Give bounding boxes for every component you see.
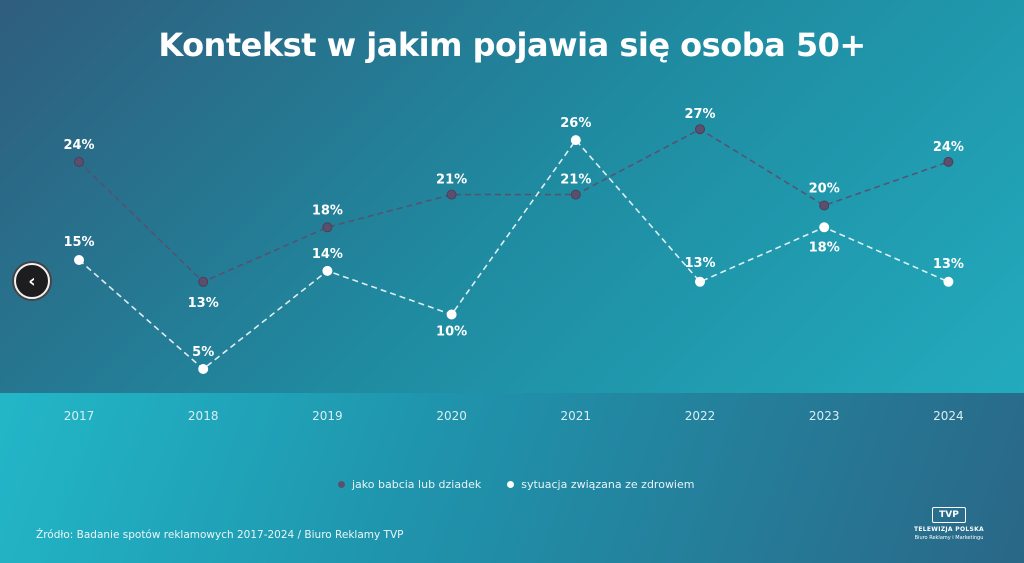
data-point bbox=[198, 276, 209, 287]
legend-label-grandparent: jako babcia lub dziadek bbox=[352, 478, 482, 491]
series-line bbox=[78, 128, 949, 283]
source-note: Źródło: Badanie spotów reklamowych 2017-… bbox=[36, 529, 404, 541]
x-tick-label: 2023 bbox=[809, 409, 840, 423]
data-point bbox=[570, 189, 581, 200]
data-label: 5% bbox=[192, 345, 214, 360]
data-label: 24% bbox=[63, 138, 94, 153]
data-label: 20% bbox=[809, 182, 840, 197]
data-label: 18% bbox=[809, 240, 840, 255]
legend-label-health: sytuacja związana ze zdrowiem bbox=[521, 478, 695, 491]
data-label: 18% bbox=[312, 203, 343, 218]
data-label: 21% bbox=[560, 173, 591, 188]
tvp-logo-line2: Biuro Reklamy i Marketingu bbox=[914, 535, 984, 541]
legend-item-health: sytuacja związana ze zdrowiem bbox=[507, 478, 694, 491]
data-point bbox=[198, 364, 209, 374]
data-label: 21% bbox=[436, 173, 467, 188]
x-tick-label: 2020 bbox=[436, 409, 467, 423]
data-label: 13% bbox=[188, 296, 219, 311]
legend-marker-grandparent bbox=[338, 481, 345, 488]
data-point bbox=[695, 124, 705, 135]
data-label: 15% bbox=[63, 235, 94, 250]
data-point bbox=[819, 200, 830, 211]
data-point bbox=[819, 222, 830, 233]
x-tick-label: 2018 bbox=[188, 409, 219, 423]
data-point bbox=[446, 309, 457, 320]
bottom-band bbox=[0, 393, 1024, 563]
tvp-logo-line1: TELEWIZJA POLSKA bbox=[913, 526, 984, 533]
data-label: 13% bbox=[933, 257, 964, 272]
chart-legend: jako babcia lub dziadek sytuacja związan… bbox=[338, 478, 694, 491]
x-tick-label: 2019 bbox=[312, 409, 343, 423]
data-point bbox=[322, 265, 333, 276]
data-point bbox=[943, 156, 954, 167]
data-point bbox=[446, 189, 457, 200]
chevron-left-icon: ‹ bbox=[28, 270, 36, 292]
x-tick-label: 2024 bbox=[933, 409, 964, 423]
data-label: 14% bbox=[312, 247, 343, 262]
data-label: 24% bbox=[933, 140, 964, 155]
data-point bbox=[74, 255, 84, 265]
x-tick-label: 2022 bbox=[685, 409, 716, 423]
data-point bbox=[74, 156, 84, 167]
data-label: 13% bbox=[684, 256, 715, 271]
data-point bbox=[943, 276, 954, 287]
series-line bbox=[78, 138, 949, 371]
x-tick-label: 2017 bbox=[64, 409, 95, 423]
tvp-logo: TVP TELEWIZJA POLSKA Biuro Reklamy i Mar… bbox=[903, 507, 995, 541]
previous-slide-button[interactable]: ‹ bbox=[14, 263, 50, 299]
data-point bbox=[570, 135, 581, 146]
legend-marker-health bbox=[507, 481, 515, 488]
data-label: 27% bbox=[684, 107, 715, 122]
chart-title: Kontekst w jakim pojawia się osoba 50+ bbox=[158, 26, 866, 64]
x-tick-label: 2021 bbox=[561, 409, 592, 423]
data-label: 10% bbox=[436, 325, 467, 340]
legend-item-grandparent: jako babcia lub dziadek bbox=[338, 478, 481, 491]
data-point bbox=[695, 276, 705, 287]
data-label: 26% bbox=[560, 116, 591, 131]
tvp-logo-box: TVP bbox=[932, 507, 966, 523]
data-point bbox=[322, 222, 333, 233]
